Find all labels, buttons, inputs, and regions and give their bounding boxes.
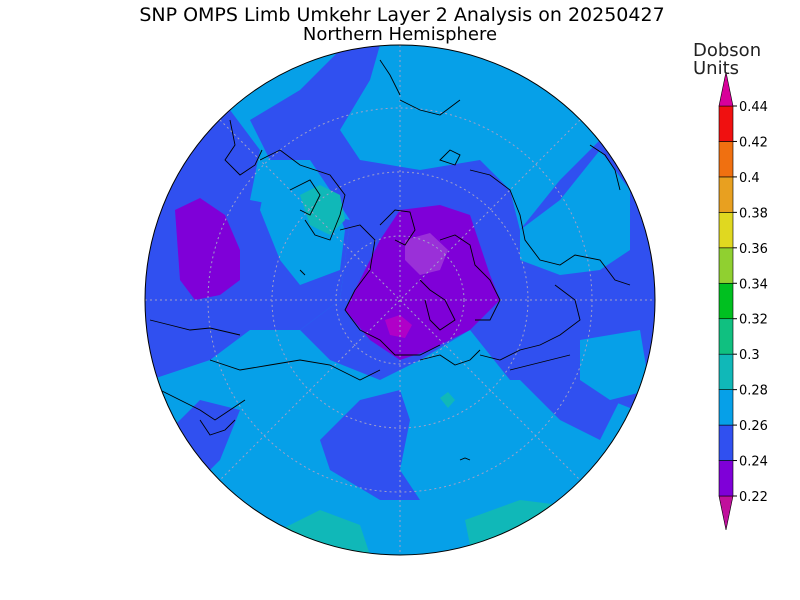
colorbar-tick-label: 0.42	[739, 135, 768, 150]
colorbar-band	[718, 318, 734, 355]
field-violet-a	[405, 233, 448, 275]
colorbar-band	[718, 247, 734, 284]
colorbar-band	[718, 424, 734, 461]
colorbar-band	[718, 176, 734, 213]
colorbar-tick-label: 0.44	[739, 100, 768, 115]
colorbar-tick-label: 0.22	[739, 490, 768, 505]
colorbar-tick-label: 0.4	[739, 171, 760, 186]
colorbar-band	[718, 495, 734, 531]
field-blue-southeast	[520, 380, 620, 440]
colorbar-band	[718, 460, 734, 497]
field-light-east	[520, 150, 630, 275]
map-subtitle: Northern Hemisphere	[302, 24, 498, 45]
colorbar-tick-label: 0.3	[739, 348, 760, 363]
units-label-line1: Dobson	[693, 40, 762, 61]
colorbar-tick-label: 0.32	[739, 313, 768, 328]
field-teal-north	[300, 185, 345, 235]
colorbar-band	[718, 282, 734, 320]
colorbar-tick-label: 0.24	[739, 455, 768, 470]
field-violet-b	[385, 315, 412, 338]
colorbar-tick-label: 0.28	[739, 384, 768, 399]
field-light-southeast	[580, 330, 650, 400]
colorbar-band	[718, 353, 734, 390]
colorbar-band	[718, 71, 734, 107]
field-teal-dot	[440, 392, 455, 408]
map-border	[144, 44, 656, 556]
field-blue-west	[145, 110, 350, 380]
colorbar-band	[718, 212, 734, 249]
coastlines	[149, 59, 631, 461]
map-title: SNP OMPS Limb Umkehr Layer 2 Analysis on…	[139, 4, 665, 26]
colorbar-tick-label: 0.26	[739, 419, 768, 434]
colorbar-band	[718, 141, 734, 178]
units-label-line2: Units	[693, 58, 740, 79]
colorbar-band	[718, 389, 734, 426]
graticule	[145, 45, 655, 555]
colorbar-tick-label: 0.38	[739, 206, 768, 221]
colorbar-band	[718, 105, 734, 142]
field-blue-south	[320, 390, 420, 500]
colorbar-tick-label: 0.36	[739, 242, 768, 257]
colorbar-tick-label: 0.34	[739, 277, 768, 292]
